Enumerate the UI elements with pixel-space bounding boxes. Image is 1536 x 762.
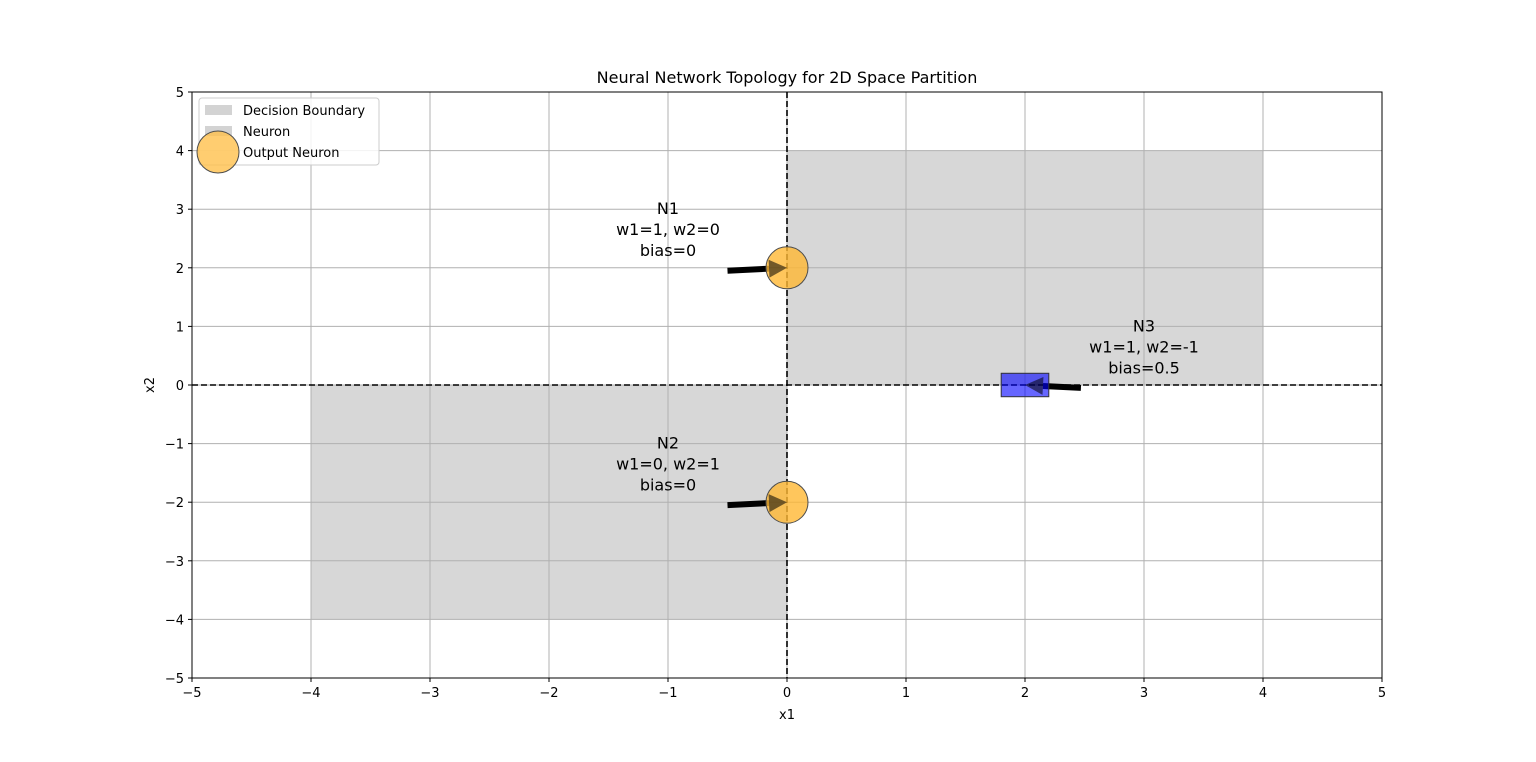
reference-lines-layer — [192, 92, 1382, 678]
annotation-arrow-n1 — [727, 265, 770, 274]
legend-label: Decision Boundary — [243, 104, 365, 119]
legend-swatch — [205, 105, 232, 115]
legend-label: Output Neuron — [243, 146, 340, 161]
y-tick-label: −5 — [165, 672, 184, 687]
y-axis-label: x2 — [143, 377, 158, 393]
annotation-arrow-n2 — [727, 500, 770, 509]
annotation-n3-line-1: N3 — [1133, 316, 1155, 335]
x-tick-label: 5 — [1378, 686, 1386, 701]
annotation-n1-line-3: bias=0 — [640, 241, 696, 260]
annotation-n3-line-2: w1=1, w2=-1 — [1089, 337, 1199, 356]
y-tick-label: 5 — [176, 86, 184, 101]
annotation-arrowhead-n2 — [768, 494, 787, 513]
arrows-layer — [727, 265, 1082, 509]
y-tick-label: 0 — [176, 379, 184, 394]
legend-box — [198, 97, 380, 166]
annotation-n1-line-1: N1 — [657, 199, 679, 218]
y-tick-label: 1 — [176, 320, 184, 335]
y-tick-label: −1 — [165, 438, 184, 453]
x-tick-label: 4 — [1259, 686, 1267, 701]
annotation-n3-line-3: bias=0.5 — [1108, 358, 1180, 377]
neurons-layer — [765, 246, 1050, 524]
chart-title: Neural Network Topology for 2D Space Par… — [597, 68, 978, 87]
x-tick-label: 3 — [1140, 686, 1148, 701]
annotation-n1-line-2: w1=1, w2=0 — [616, 220, 720, 239]
y-tick-label: −2 — [165, 496, 184, 511]
legend-swatch — [196, 130, 240, 174]
legend-label: Neuron — [243, 125, 290, 140]
y-tick-label: −3 — [165, 555, 184, 570]
x-tick-label: 1 — [902, 686, 910, 701]
y-tick-label: 3 — [176, 203, 184, 218]
ticks-layer: −5 −4 −3 −2 −1 0 1 2 3 4 5 −5 −4 −3 −2 −1 0 1 2 3 4 5 — [165, 86, 1386, 701]
x-tick-label: 0 — [783, 686, 791, 701]
annotation-n2-line-1: N2 — [657, 433, 679, 452]
annotation-arrow-n3 — [1042, 382, 1082, 391]
x-tick-label: −2 — [539, 686, 558, 701]
x-tick-label: −3 — [420, 686, 439, 701]
annotation-arrowhead-n3 — [1025, 376, 1044, 395]
annotation-n2-line-3: bias=0 — [640, 475, 696, 494]
y-tick-label: 2 — [176, 262, 184, 277]
x-axis-label: x1 — [779, 708, 795, 723]
annotation-n2-line-2: w1=0, w2=1 — [616, 454, 720, 473]
annotation-arrowhead-n1 — [768, 259, 787, 278]
y-tick-label: −4 — [165, 613, 184, 628]
legend: Decision Boundary Neuron Output Neuron — [196, 97, 380, 174]
x-tick-label: −5 — [182, 686, 201, 701]
y-tick-label: 4 — [176, 145, 184, 160]
annotations-layer: N1 w1=1, w2=0 bias=0 N2 w1=0, w2=1 bias=0 N3 w1… — [616, 199, 1199, 494]
x-tick-label: −4 — [301, 686, 320, 701]
x-tick-label: 2 — [1021, 686, 1029, 701]
x-tick-label: −1 — [658, 686, 677, 701]
